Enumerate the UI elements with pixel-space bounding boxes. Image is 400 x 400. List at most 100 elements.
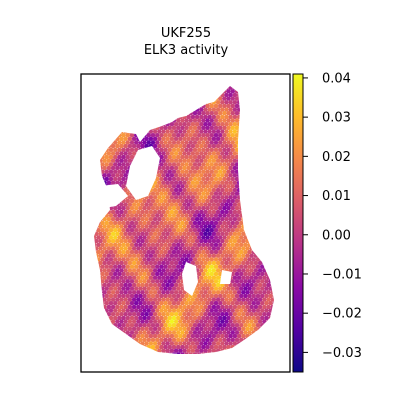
tissue-spot	[197, 140, 202, 145]
tissue-spot	[171, 323, 177, 328]
tissue-spot	[94, 297, 95, 302]
tissue-spot	[232, 187, 238, 193]
tissue-spot	[169, 231, 175, 236]
tissue-spot	[176, 249, 181, 255]
tissue-spot	[159, 242, 164, 247]
tissue-spot	[209, 191, 214, 196]
tissue-spot	[211, 151, 217, 156]
tissue-spot	[220, 224, 225, 229]
tissue-spot	[171, 154, 177, 160]
tissue-spot	[102, 333, 107, 339]
tissue-spot	[199, 158, 204, 163]
tissue-spot	[228, 231, 233, 236]
tissue-spot	[127, 282, 133, 288]
tissue-spot	[100, 89, 105, 94]
tissue-spot	[203, 143, 208, 149]
tissue-spot	[272, 86, 274, 87]
tissue-spot	[188, 89, 193, 94]
tissue-spot	[146, 344, 151, 350]
tissue-spot	[226, 96, 231, 101]
tissue-spot	[104, 111, 110, 116]
tissue-spot	[115, 92, 120, 98]
tissue-spot	[262, 136, 267, 141]
tissue-spot	[94, 122, 99, 127]
tissue-spot	[209, 125, 214, 130]
tissue-spot	[110, 122, 116, 127]
tissue-spot	[253, 136, 259, 141]
tissue-spot	[104, 286, 110, 291]
tissue-spot	[94, 136, 95, 142]
tissue-spot	[241, 180, 246, 185]
tissue-spot	[94, 271, 97, 277]
tissue-spot	[146, 323, 151, 328]
tissue-spot	[88, 191, 92, 195]
tissue-spot	[138, 344, 143, 350]
tissue-spot	[94, 333, 95, 339]
tissue-spot	[134, 279, 139, 284]
tissue-spot	[205, 96, 210, 101]
tissue-spot	[167, 206, 172, 211]
tissue-spot	[125, 206, 130, 211]
tissue-spot	[218, 242, 223, 247]
tissue-spot	[211, 290, 217, 295]
tissue-spot	[272, 315, 274, 321]
tissue-spot	[228, 122, 233, 127]
tissue-spot	[207, 224, 212, 229]
tissue-spot	[136, 224, 141, 229]
tissue-spot	[241, 195, 246, 200]
tissue-spot	[134, 264, 139, 269]
tissue-spot	[96, 330, 101, 335]
tissue-spot	[121, 308, 126, 313]
tissue-spot	[241, 282, 246, 288]
tissue-spot	[268, 213, 273, 218]
tissue-spot	[113, 242, 118, 247]
tissue-spot	[236, 290, 242, 295]
tissue-spot	[239, 228, 244, 233]
tissue-spot	[239, 191, 244, 196]
tissue-spot	[253, 260, 259, 266]
tissue-spot	[178, 297, 183, 302]
tissue-spot	[257, 260, 263, 266]
tissue-spot	[108, 257, 114, 262]
tissue-spot	[94, 279, 97, 284]
tissue-spot	[199, 217, 204, 222]
tissue-spot	[266, 143, 271, 149]
tissue-spot	[182, 158, 187, 163]
tissue-spot	[224, 92, 229, 98]
tissue-spot	[222, 118, 227, 123]
tissue-spot	[203, 319, 208, 324]
tissue-spot	[232, 107, 238, 112]
tissue-spot	[125, 111, 130, 116]
tissue-spot	[150, 191, 156, 196]
tissue-spot	[218, 352, 223, 354]
tissue-spot	[220, 290, 225, 295]
tissue-spot	[232, 217, 238, 222]
tissue-spot	[190, 86, 196, 90]
tissue-spot	[249, 202, 254, 207]
tissue-spot	[173, 275, 179, 280]
tissue-spot	[264, 162, 269, 167]
tissue-spot	[150, 89, 156, 94]
tissue-spot	[161, 282, 166, 288]
tissue-spot	[125, 125, 130, 130]
tissue-spot	[186, 224, 191, 229]
tissue-spot	[163, 191, 168, 196]
tissue-spot	[136, 100, 141, 105]
tissue-spot	[199, 348, 204, 353]
tissue-spot	[119, 86, 124, 90]
tissue-spot	[161, 187, 166, 193]
tissue-spot	[253, 180, 259, 185]
tissue-spot	[98, 165, 103, 171]
tissue-spot	[150, 323, 156, 328]
tissue-spot	[155, 293, 160, 299]
tissue-spot	[203, 341, 208, 346]
tissue-spot	[186, 246, 191, 251]
tissue-spot	[197, 308, 202, 313]
tissue-spot	[226, 89, 231, 94]
tissue-spot	[152, 304, 158, 310]
tissue-spot	[138, 89, 143, 94]
tissue-spot	[146, 228, 151, 233]
tissue-spot	[277, 279, 281, 283]
tissue-spot	[264, 337, 269, 342]
tissue-spot	[117, 176, 122, 182]
